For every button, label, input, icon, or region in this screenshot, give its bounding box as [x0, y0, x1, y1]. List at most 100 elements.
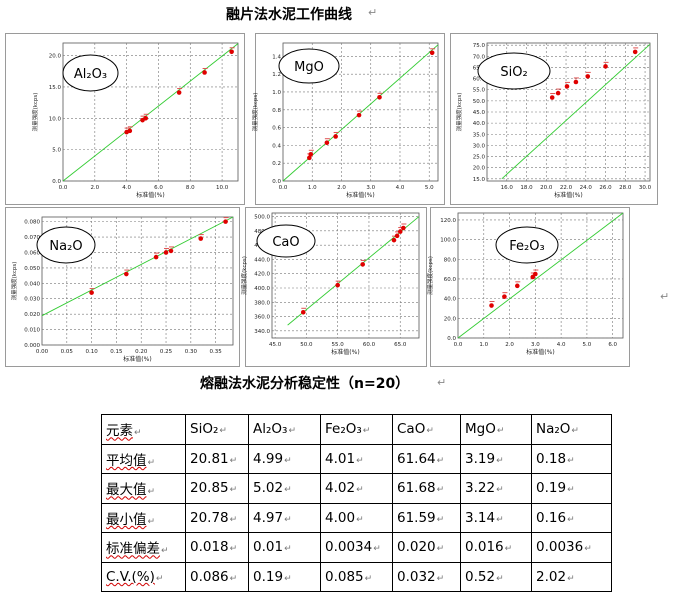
data-point [124, 271, 129, 277]
y-tick-label: 45.0 [473, 110, 486, 116]
cell-mark-icon: ↵ [284, 573, 292, 584]
x-tick-label: 18.0 [520, 185, 533, 191]
data-point [333, 134, 338, 139]
data-point [401, 225, 406, 231]
table-cell: 20.85↵ [185, 473, 249, 504]
cell-mark-icon: ↵ [496, 485, 504, 496]
table-row: 最小值↵ 20.78↵ 4.97↵ 4.00↵ 61.59↵ 3.14↵ 0.16↵ [101, 502, 612, 533]
cell-mark-icon: ↵ [284, 455, 292, 466]
x-axis-label: 标准值(%) [136, 191, 164, 199]
x-tick-label: 0.25 [160, 349, 173, 355]
cell-mark-icon: ↵ [567, 485, 575, 496]
y-tick-label: 30.0 [473, 143, 486, 149]
y-tick-label: 0.020 [24, 312, 40, 318]
cell-mark-icon: ↵ [496, 514, 504, 525]
cell-text: 61.59 [397, 509, 436, 526]
y-tick-label: 35.0 [473, 132, 486, 138]
y-axis-label: 测量强度(kcps) [426, 256, 434, 295]
x-tick-label: 26.0 [599, 185, 612, 191]
table-cell: 4.99↵ [248, 443, 321, 474]
cell-text: 0.18 [536, 450, 567, 467]
data-point [533, 271, 538, 277]
y-tick-label: 0.8 [272, 108, 281, 114]
table-cell: 0.085↵ [320, 561, 393, 592]
cell-text: 0.19 [536, 480, 567, 497]
cell-mark-icon: ↵ [571, 426, 579, 437]
y-tick-label: 1.2 [272, 72, 281, 78]
cell-mark-icon: ↵ [504, 544, 513, 555]
calibration-line [41, 216, 234, 317]
y-tick-label: 0.2 [272, 161, 281, 167]
table-cell: 0.19↵ [248, 561, 321, 592]
y-tick-label: 55.0 [473, 88, 486, 94]
y-tick-label: 75.0 [473, 43, 486, 49]
data-point [502, 294, 507, 299]
cell-mark-icon: ↵ [284, 514, 292, 525]
x-tick-label: 5.0 [583, 342, 592, 348]
data-point [549, 95, 555, 100]
chart-sio2: 16.0 18.0 20.0 22.0 24.0 26.0 28.0 30.0 15.0 20.0… [455, 42, 652, 199]
table-header-cell: 元素↵ [101, 414, 186, 445]
chart-cao: 45.0 50.0 55.0 60.0 65.0 340.0 360.0 380.0 400.0… [240, 212, 420, 356]
series-label: Al₂O₃ [74, 67, 107, 82]
table-cell: 4.97↵ [248, 502, 321, 533]
x-tick-label: 10.0 [216, 185, 229, 191]
y-tick-label: 340.0 [254, 329, 270, 335]
cell-mark-icon: ↵ [219, 426, 227, 437]
table-header-cell: Al₂O₃↵ [248, 414, 321, 445]
row-label-cell: 最小值↵ [101, 502, 186, 533]
x-tick-label: 30.0 [639, 185, 652, 191]
table-title: 熔融法水泥分析稳定性（n=20） [200, 376, 410, 392]
cell-text: 61.64 [397, 450, 436, 467]
cell-text: 4.01 [325, 450, 356, 467]
data-point [564, 84, 570, 89]
calibration-line [62, 43, 239, 182]
y-tick-label: 420.0 [254, 272, 270, 278]
x-tick-label: 2.0 [337, 185, 346, 191]
data-point [307, 155, 312, 161]
cell-mark-icon: ↵ [436, 455, 445, 466]
chart-na2o: 0.00 0.05 0.10 0.15 0.20 0.25 0.30 0.35 0.000 0.0… [10, 216, 234, 363]
chart-frame-mgo [255, 33, 445, 205]
cell-mark-icon: ↵ [229, 455, 238, 466]
y-tick-label: 500.0 [254, 215, 270, 221]
x-tick-label: 4.0 [122, 185, 131, 191]
data-point [89, 290, 94, 295]
series-label-ellipse [278, 48, 340, 84]
cell-text: 4.00 [325, 509, 356, 526]
x-tick-label: 3.0 [531, 342, 540, 348]
cell-mark-icon: ↵ [155, 573, 164, 584]
series-label-ellipse [256, 224, 316, 258]
x-tick-label: 0.05 [61, 349, 74, 355]
y-tick-label: 0.0 [447, 336, 456, 342]
y-tick-label: 0.070 [24, 235, 40, 241]
chart-fe2o3: 0.0 1.0 2.0 3.0 4.0 5.0 6.0 0.0 20.0 40.0 60.0 80.0… [426, 212, 624, 356]
x-axis-label: 标准值(%) [331, 348, 359, 356]
x-tick-label: 1.0 [308, 185, 317, 191]
y-tick-label: 0.080 [24, 220, 40, 226]
table-cell: 0.032↵ [392, 561, 461, 592]
table-header-cell: Na₂O↵ [531, 414, 612, 445]
cell-mark-icon: ↵ [356, 455, 364, 466]
cell-mark-icon: ↵ [364, 573, 373, 584]
data-point [356, 112, 362, 118]
cell-mark-icon: ↵ [356, 514, 364, 525]
cell-text: CaO [397, 421, 426, 438]
x-tick-label: 0.15 [110, 349, 123, 355]
table-header-cell: MgO↵ [460, 414, 532, 445]
cell-text: 20.85 [190, 480, 229, 497]
y-tick-label: 0.4 [272, 143, 281, 149]
y-tick-label: 5.0 [52, 148, 61, 154]
series-label: MgO [294, 60, 324, 75]
data-point [573, 79, 579, 85]
cell-mark-icon: ↵ [496, 573, 504, 584]
cell-mark-icon: ↵ [147, 487, 156, 498]
data-point [585, 74, 591, 79]
data-point [489, 303, 494, 308]
cell-text: 最大值 [106, 482, 147, 499]
chart-frame-cao [245, 207, 427, 367]
series-label: SiO₂ [500, 65, 527, 80]
table-cell: 0.016↵ [460, 532, 532, 563]
y-tick-label: 440.0 [254, 257, 270, 263]
y-tick-label: 50.0 [473, 99, 486, 105]
